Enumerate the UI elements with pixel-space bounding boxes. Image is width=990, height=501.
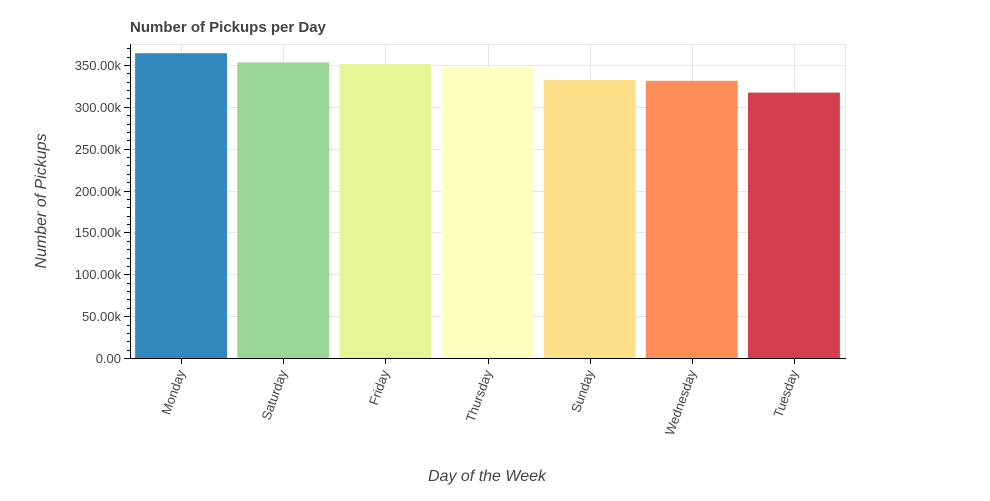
x-tick-label: Sunday <box>568 367 597 414</box>
bar-monday <box>135 53 227 358</box>
x-axis-label: Day of the Week <box>428 468 547 485</box>
y-tick-label: 200.00k <box>75 184 122 199</box>
y-tick-label: 100.00k <box>75 267 122 282</box>
y-axis-label: Number of Pickups <box>33 133 50 268</box>
y-tick-label: 250.00k <box>75 142 122 157</box>
y-tick-label: 50.00k <box>82 309 122 324</box>
x-tick-label: Tuesday <box>770 367 801 419</box>
x-tick-label: Thursday <box>463 367 496 424</box>
bar-saturday <box>237 62 330 359</box>
chart-title: Number of Pickups per Day <box>130 19 327 36</box>
y-tick-label: 150.00k <box>75 225 122 240</box>
axes: 0.00 50.00k 100.00k 150.00k 200.00k 250.00k 30… <box>75 44 846 437</box>
y-tick-label: 0.00 <box>96 351 121 366</box>
bar-thursday <box>441 66 534 358</box>
bar-friday <box>339 64 432 358</box>
x-tick-label: Saturday <box>258 367 290 421</box>
bar-tuesday <box>748 92 840 358</box>
bars <box>135 53 840 359</box>
bar-sunday <box>543 80 636 358</box>
x-tick-label: Friday <box>366 367 393 407</box>
bar-wednesday <box>645 80 738 359</box>
x-tick-label: Monday <box>158 367 188 416</box>
x-tick-label: Wednesday <box>662 367 700 437</box>
y-tick-label: 350.00k <box>75 58 122 73</box>
y-tick-label: 300.00k <box>75 100 122 115</box>
